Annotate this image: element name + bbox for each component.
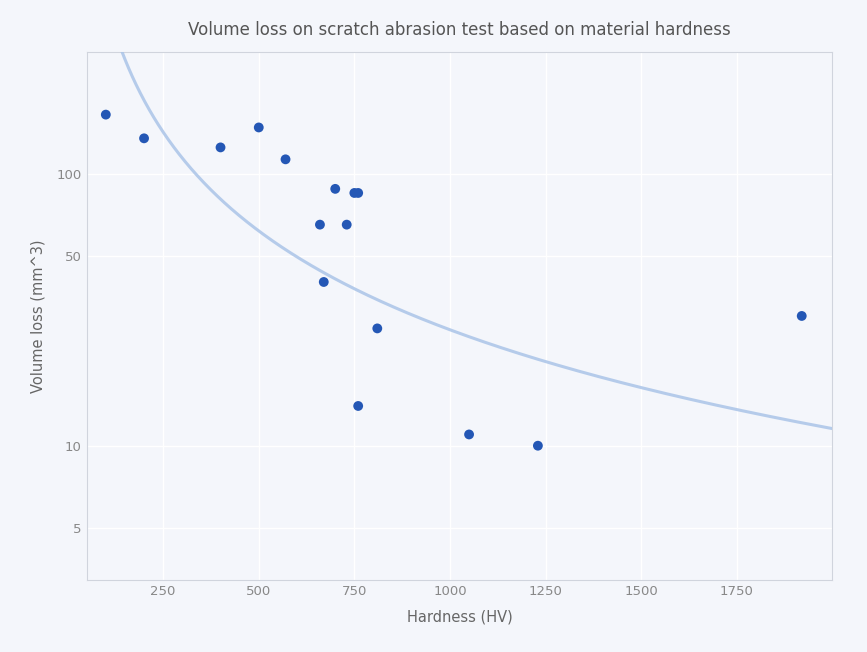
Point: [351, 188, 365, 198]
Point: [340, 220, 354, 230]
Point: [213, 142, 227, 153]
Point: [348, 188, 362, 198]
Point: [251, 122, 265, 132]
Point: [99, 110, 113, 120]
Point: [329, 184, 342, 194]
X-axis label: Hardness (HV): Hardness (HV): [407, 609, 512, 624]
Point: [316, 276, 330, 287]
Point: [531, 441, 544, 451]
Point: [313, 220, 327, 230]
Y-axis label: Volume loss (mm^3): Volume loss (mm^3): [30, 239, 45, 393]
Title: Volume loss on scratch abrasion test based on material hardness: Volume loss on scratch abrasion test bas…: [188, 22, 731, 40]
Point: [462, 429, 476, 439]
Point: [795, 311, 809, 321]
Point: [137, 133, 151, 143]
Point: [278, 154, 292, 164]
Point: [370, 323, 384, 334]
Point: [665, 643, 679, 652]
Point: [351, 401, 365, 411]
